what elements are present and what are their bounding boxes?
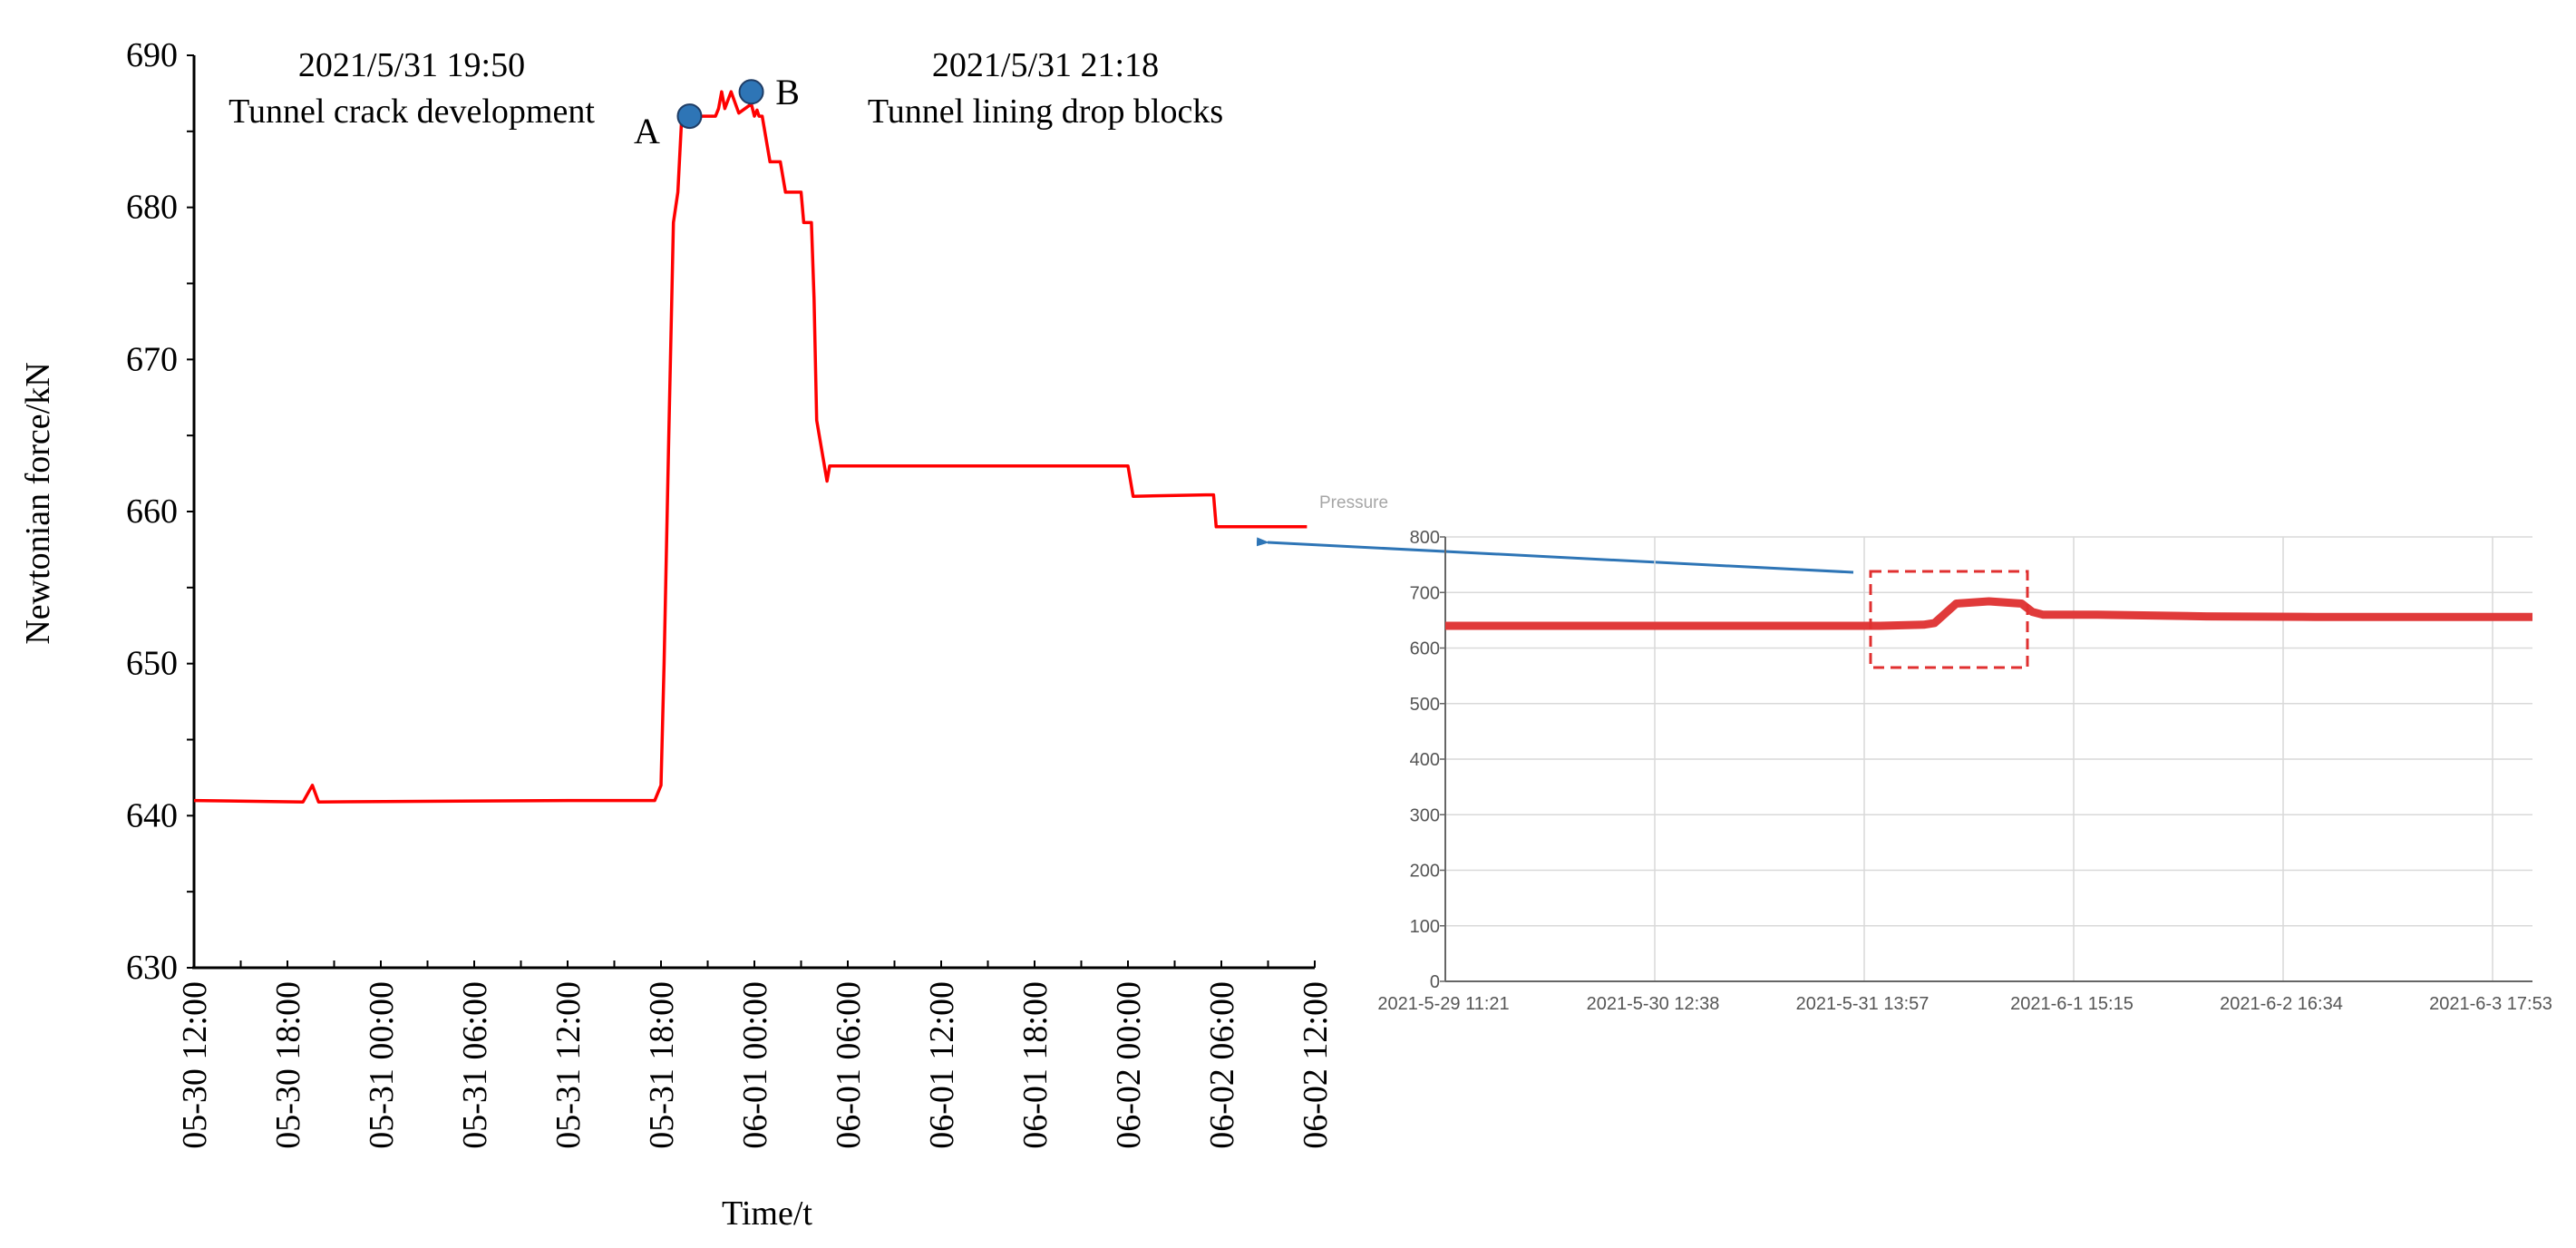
main-y-tick-label: 640 [126,796,178,834]
inset-y-tick-label: 500 [1410,695,1440,715]
main-x-axis-title: Time/t [722,1194,812,1233]
annotation-text-a: 2021/5/31 19:50 [298,46,525,84]
annotation-label-a: A [634,111,660,151]
inset-x-tick-label: 2021-6-2 16:34 [2220,994,2343,1014]
main-x-tick-label: 05-30 12:00 [176,981,214,1149]
main-x-tick-label: 06-01 00:00 [736,981,774,1149]
highlight-box [1869,570,2029,669]
main-x-tick-label: 06-02 12:00 [1297,981,1335,1149]
main-y-tick-label: 670 [126,340,178,378]
inset-y-tick-label: 600 [1410,639,1440,659]
main-y-axis: 630 640 650 660 670 680 690 [126,36,196,987]
inset-title: Pressure [1319,493,1388,512]
inset-y-tick-label: 700 [1410,583,1440,603]
inset-y-tick-label: 0 [1430,972,1440,992]
main-x-axis: 05-30 12:00 05-30 18:00 05-31 00:00 05-31 0… [176,960,1335,1149]
inset-x-tick-label: 2021-5-31 13:57 [1796,994,1930,1014]
main-x-tick-label: 05-31 06:00 [456,981,494,1149]
inset-y-tick-label: 100 [1410,917,1440,937]
main-y-tick-label: 650 [126,645,178,683]
annotation-label-b: B [775,72,800,112]
main-x-tick-label: 06-02 00:00 [1110,981,1148,1149]
main-x-tick-label: 05-31 12:00 [549,981,588,1149]
inset-pressure-series-line [1445,597,2532,630]
main-y-tick-label: 690 [126,36,178,74]
main-y-axis-title: Newtonian force/kN [19,362,57,644]
main-force-series-line [193,90,1307,804]
main-x-tick-label: 05-31 18:00 [643,981,681,1149]
inset-y-tick-label: 400 [1410,750,1440,770]
annotation-text-b: Tunnel lining drop blocks [868,93,1223,131]
inset-x-tick-label: 2021-5-29 11:21 [1377,994,1509,1014]
inset-x-tick-label: 2021-6-1 15:15 [2010,994,2134,1014]
inset-y-tick-label: 300 [1410,805,1440,825]
main-x-tick-label: 05-31 00:00 [363,981,401,1149]
main-y-tick-label: 660 [126,492,178,531]
main-x-tick-label: 05-30 18:00 [269,981,307,1149]
annotation-marker-a [676,103,703,130]
annotation-text-a: Tunnel crack development [228,93,595,131]
inset-y-tick-label: 200 [1410,862,1440,882]
main-x-tick-label: 06-02 06:00 [1203,981,1241,1149]
inset-x-tick-label: 2021-6-3 17:53 [2429,994,2552,1014]
inset-chart: Pressure 0 100 200 300 400 500 600 700 800 2021-5… [1319,493,2552,1014]
main-x-tick-label: 06-01 12:00 [923,981,961,1149]
annotation-text-b: 2021/5/31 21:18 [932,46,1159,84]
inset-y-tick-label: 800 [1410,528,1440,548]
annotation-marker-b [738,79,764,105]
main-x-tick-label: 06-01 06:00 [830,981,868,1149]
main-x-tick-label: 06-01 18:00 [1016,981,1055,1149]
main-y-tick-label: 680 [126,189,178,227]
inset-x-tick-label: 2021-5-30 12:38 [1587,994,1720,1014]
main-y-tick-label: 630 [126,949,178,987]
connector-arrow [1256,537,1854,574]
